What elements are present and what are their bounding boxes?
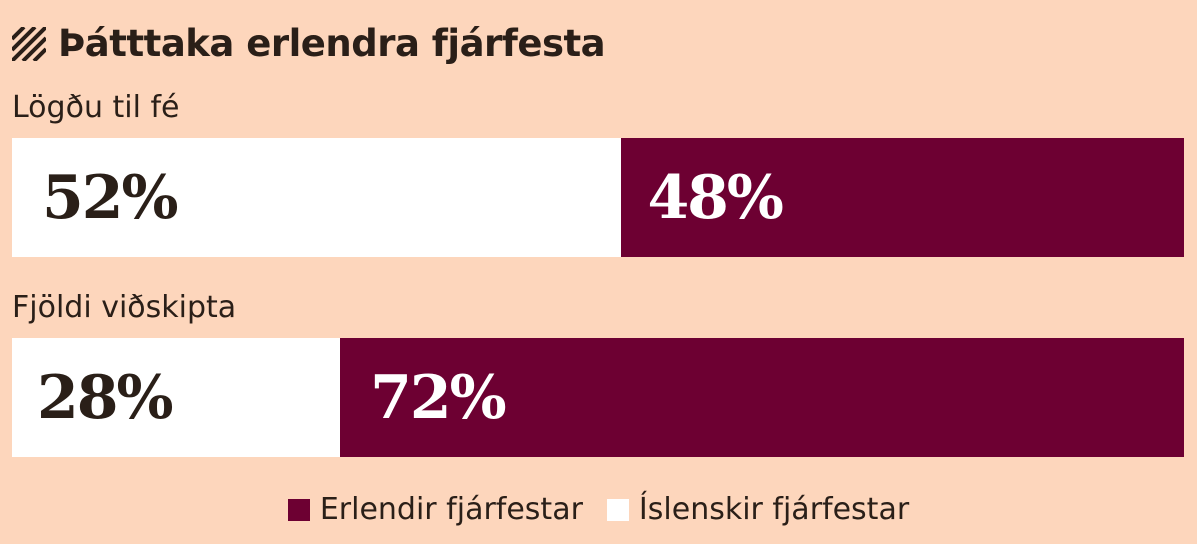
chart-title: Þátttaka erlendra fjárfesta	[58, 22, 606, 65]
legend-label-icelandic: Íslenskir fjárfestar	[638, 492, 910, 527]
chart-legend: Erlendir fjárfestar Íslenskir fjárfestar	[0, 492, 1197, 527]
data-label-icelandic: 28%	[37, 362, 174, 433]
hatch-icon	[12, 26, 46, 61]
legend-item-foreign: Erlendir fjárfestar	[287, 492, 583, 527]
legend-item-icelandic: Íslenskir fjárfestar	[606, 492, 910, 527]
legend-swatch-icelandic	[606, 498, 629, 521]
data-label-icelandic: 52%	[42, 162, 179, 233]
data-label-foreign: 72%	[370, 362, 507, 433]
chart-header: Þátttaka erlendra fjárfesta	[12, 22, 606, 65]
category-label-transactions: Fjöldi viðskipta	[12, 290, 237, 325]
legend-swatch-foreign	[287, 498, 310, 521]
data-label-foreign: 48%	[647, 162, 784, 233]
legend-label-foreign: Erlendir fjárfestar	[319, 492, 583, 527]
bar-segment-icelandic: 28%	[12, 338, 341, 457]
bar-transactions: 28% 72%	[12, 338, 1184, 457]
category-label-contributed: Lögðu til fé	[12, 90, 180, 125]
bar-segment-icelandic: 52%	[12, 138, 622, 257]
bar-contributed: 52% 48%	[12, 138, 1184, 257]
bar-segment-foreign: 48%	[621, 138, 1184, 257]
bar-segment-foreign: 72%	[340, 338, 1184, 457]
